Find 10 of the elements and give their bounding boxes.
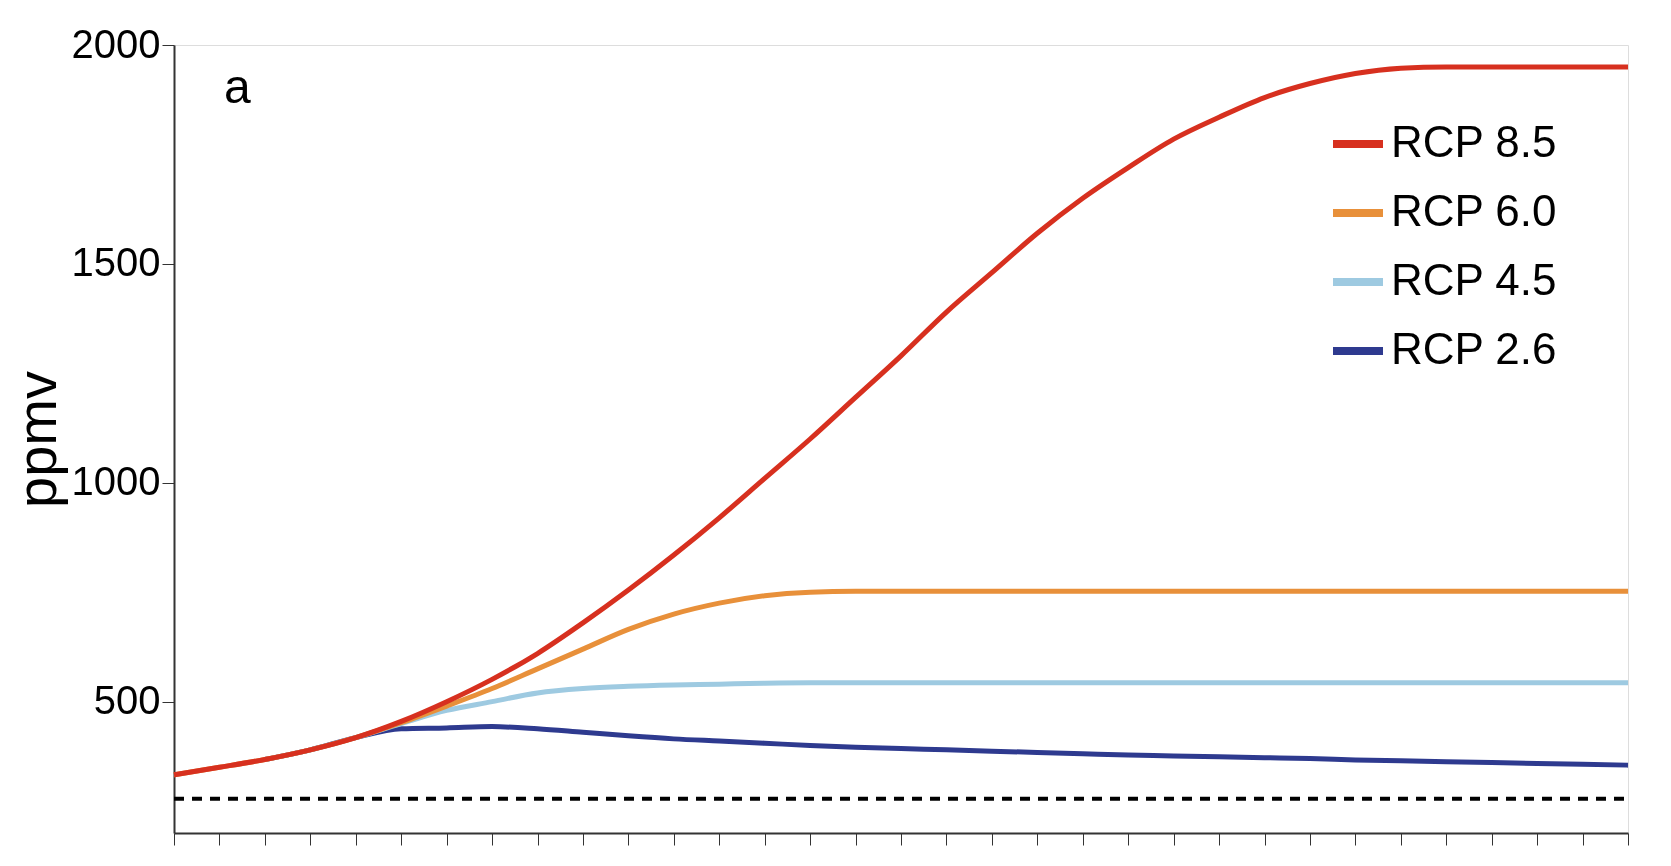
legend-label: RCP 4.5 [1391,255,1557,304]
annotation: a [224,60,251,113]
legend-label: RCP 8.5 [1391,117,1557,166]
y-tick-label: 1000 [71,459,161,504]
y-axis-title: ppmv [4,371,68,508]
y-tick-label: 2000 [71,21,161,66]
legend-label: RCP 2.6 [1391,324,1557,373]
y-tick-label: 500 [93,678,161,723]
legend-label: RCP 6.0 [1391,186,1557,235]
y-tick-label: 1500 [71,240,161,285]
